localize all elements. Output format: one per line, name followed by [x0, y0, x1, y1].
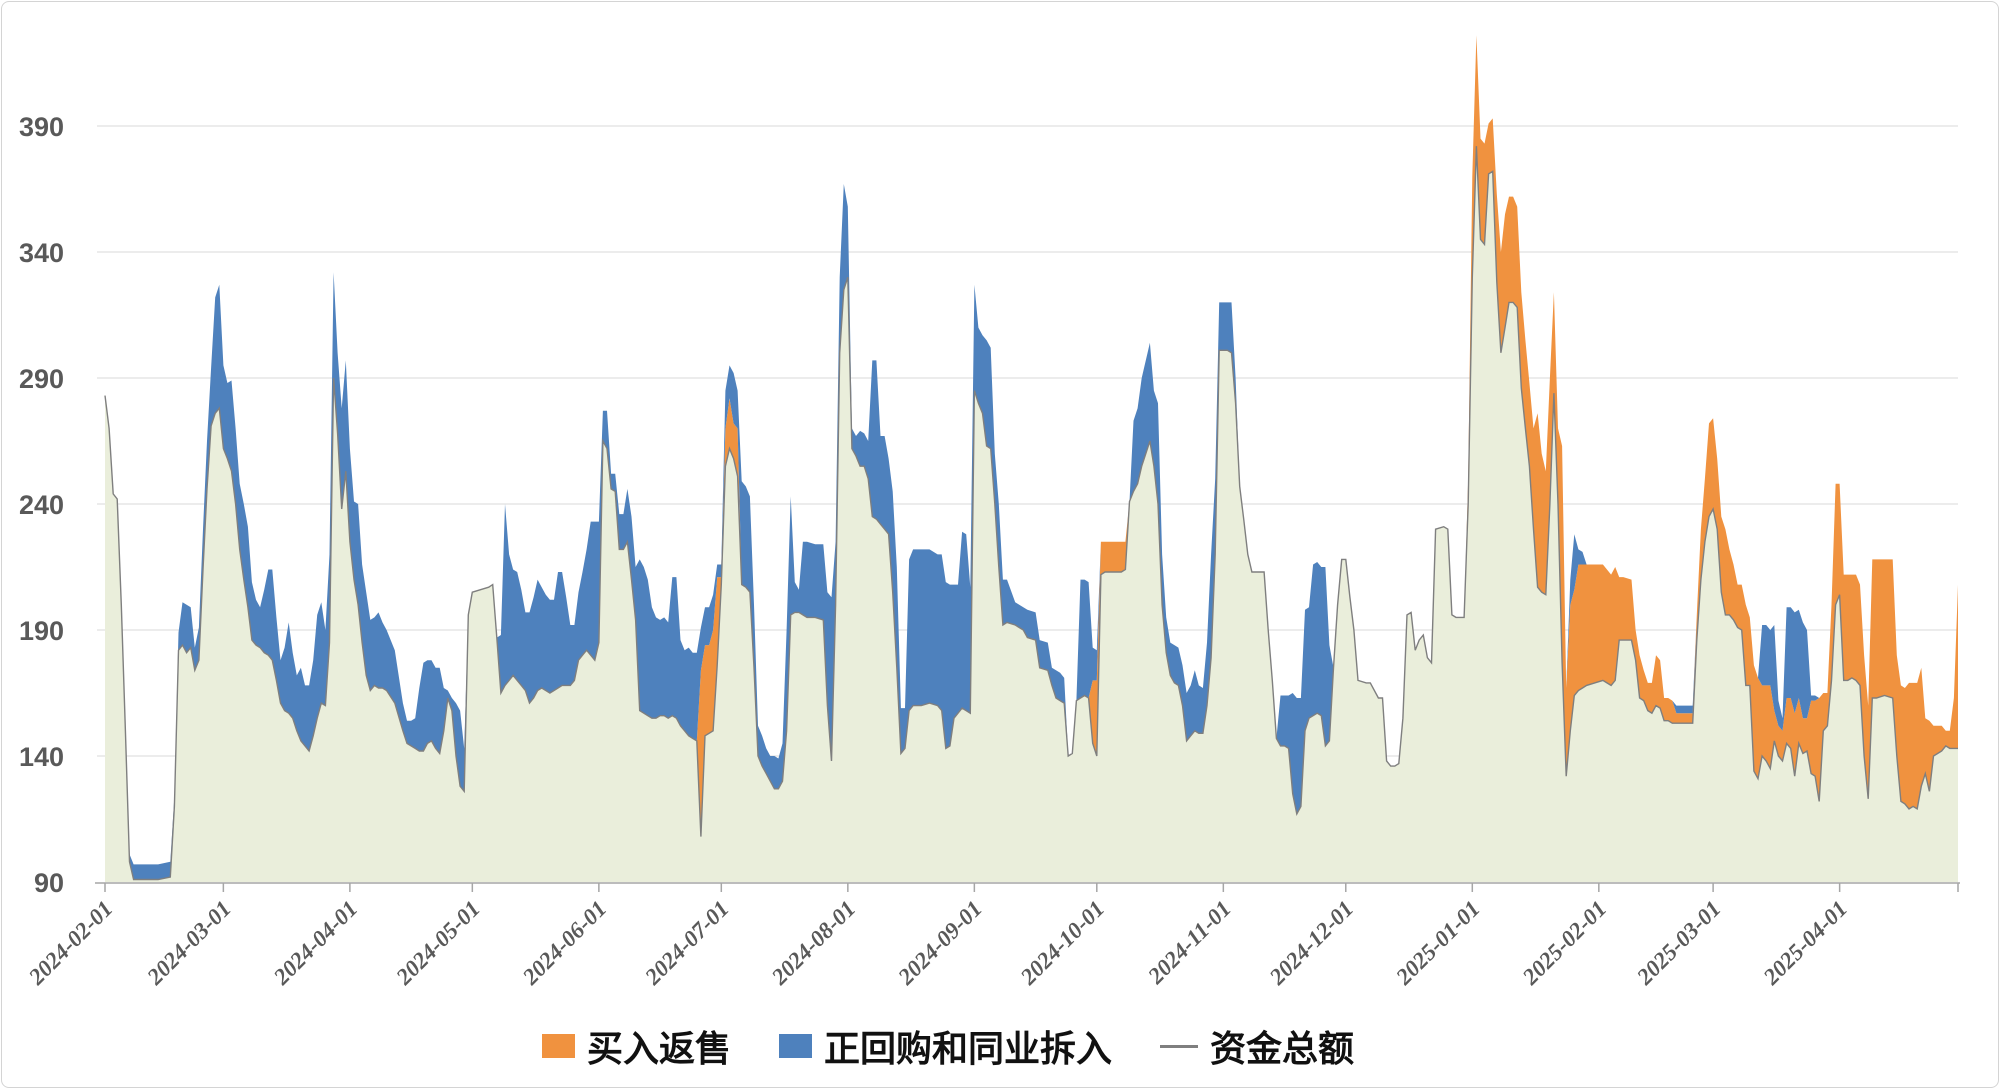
legend-item-buy-resale: 买入返售 [542, 1020, 731, 1072]
svg-text:2024-07-01: 2024-07-01 [640, 896, 734, 990]
svg-text:140: 140 [19, 742, 64, 772]
svg-text:2024-08-01: 2024-08-01 [766, 896, 860, 990]
chart-legend: 买入返售 正回购和同业拆入 资金总额 [542, 1021, 1354, 1071]
total-funds-label: 资金总额 [1210, 1029, 1355, 1069]
legend-item-repo-interbank: 正回购和同业拆入 [779, 1020, 1112, 1072]
svg-text:2024-03-01: 2024-03-01 [142, 896, 236, 990]
svg-text:190: 190 [19, 616, 64, 646]
svg-text:2025-03-01: 2025-03-01 [1631, 896, 1725, 990]
svg-text:2024-04-01: 2024-04-01 [268, 896, 362, 990]
total-funds-line-icon [1160, 1044, 1199, 1048]
svg-text:2024-06-01: 2024-06-01 [517, 896, 611, 990]
svg-text:2025-02-01: 2025-02-01 [1517, 896, 1611, 990]
svg-text:2024-05-01: 2024-05-01 [391, 896, 485, 990]
svg-text:290: 290 [19, 364, 64, 394]
svg-text:390: 390 [19, 112, 64, 142]
buy-resale-label: 买入返售 [587, 1029, 732, 1069]
repo-interbank-swatch-icon [779, 1034, 813, 1058]
svg-text:2025-04-01: 2025-04-01 [1758, 896, 1852, 990]
legend-item-total-funds: 资金总额 [1160, 1020, 1354, 1072]
svg-text:2024-12-01: 2024-12-01 [1264, 896, 1358, 990]
svg-text:2024-02-01: 2024-02-01 [23, 896, 117, 990]
buy-resale-swatch-icon [542, 1034, 575, 1058]
repo-interbank-label: 正回购和同业拆入 [824, 1029, 1113, 1069]
svg-text:2024-10-01: 2024-10-01 [1015, 896, 1109, 990]
svg-text:240: 240 [19, 490, 64, 520]
svg-text:2025-01-01: 2025-01-01 [1391, 896, 1485, 990]
svg-text:340: 340 [19, 238, 64, 268]
svg-text:2024-09-01: 2024-09-01 [893, 896, 987, 990]
svg-text:90: 90 [34, 868, 64, 898]
svg-text:2024-11-01: 2024-11-01 [1142, 896, 1235, 989]
